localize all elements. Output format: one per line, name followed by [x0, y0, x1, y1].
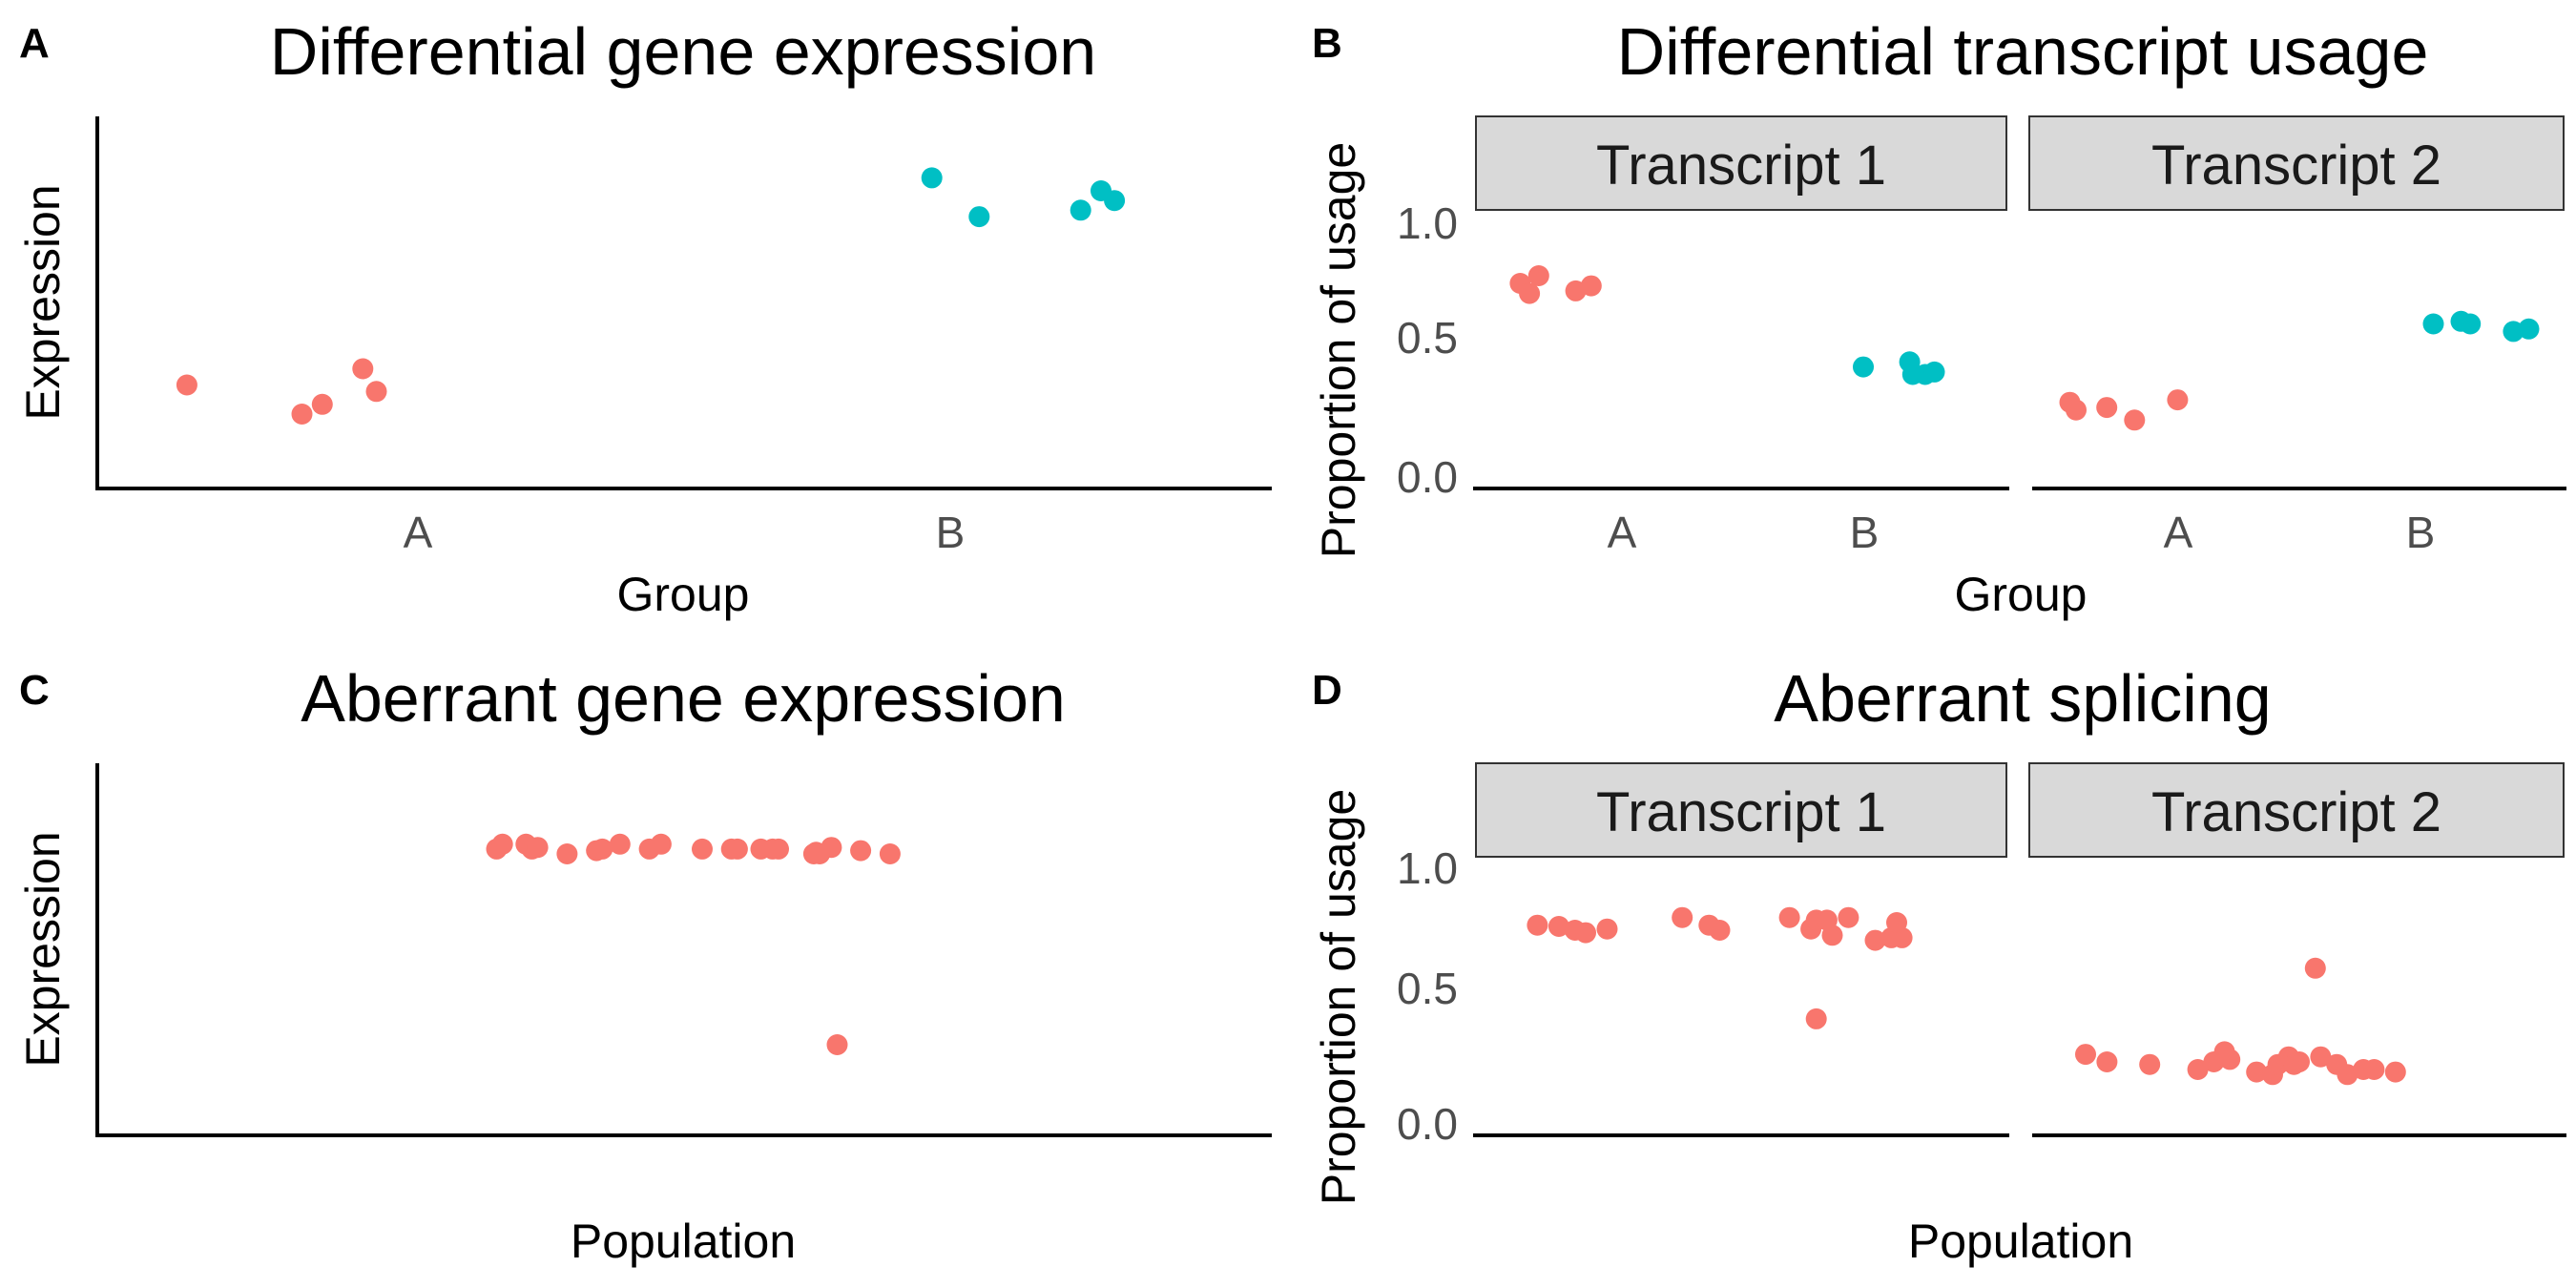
point-c-f0-s0-11: [692, 838, 713, 860]
axes-a: [95, 116, 1272, 490]
point-b-f1-s0-4: [2167, 389, 2189, 411]
point-b-f1-s1-2: [2460, 313, 2482, 335]
point-b-f1-s0-2: [2096, 397, 2118, 419]
point-d-f1-s0-12: [2283, 1053, 2305, 1075]
point-c-f0-s1-0: [826, 1034, 848, 1055]
point-d-f1-s0-15: [2337, 1064, 2358, 1086]
panel-letter-a: A: [19, 20, 50, 67]
point-d-f0-s0-12: [1821, 924, 1843, 946]
point-c-f0-s0-13: [726, 838, 748, 860]
xlabel-b: Group: [1955, 568, 2088, 621]
ytick-d-0: 0.0: [1397, 1099, 1458, 1149]
panel-letter-b: B: [1312, 20, 1342, 67]
ytick-d-05: 0.5: [1397, 964, 1458, 1013]
panel-letter-c: C: [19, 667, 50, 714]
point-b-f0-s0-2: [1527, 265, 1549, 286]
strip-d-transcript-2: [2028, 762, 2565, 858]
title-a: Differential gene expression: [270, 14, 1096, 89]
point-b-f0-s0-4: [1580, 275, 1602, 297]
point-d-f1-s0-2: [2139, 1053, 2161, 1075]
strip-label-b-1: Transcript 1: [1596, 135, 1886, 197]
strip-d-transcript-1: [1475, 762, 2007, 858]
point-d-f1-s0-17: [2363, 1059, 2385, 1080]
tick-label-b-facet1-cat-b: B: [1850, 508, 1880, 557]
point-d-f0-s0-7: [1709, 920, 1731, 941]
title-b: Differential transcript usage: [1617, 14, 2429, 89]
point-d-f0-s0-5: [1672, 906, 1693, 928]
tick-label-b-facet1-cat-a: A: [1608, 508, 1637, 557]
tick-label-a-cat-a: A: [404, 508, 433, 557]
point-d-f0-s0-17: [1886, 912, 1907, 933]
point-a-f0-s1-1: [968, 206, 990, 228]
xlabel-c: Population: [571, 1215, 796, 1268]
point-a-f0-s0-1: [291, 404, 313, 425]
tick-label-b-facet2-cat-b: B: [2406, 508, 2436, 557]
ylabel-c: Expression: [16, 831, 70, 1067]
strip-b-transcript-2: [2028, 115, 2565, 211]
point-d-f1-s0-0: [2075, 1044, 2096, 1066]
point-d-f1-s0-3: [2187, 1059, 2209, 1080]
panel-letter-d: D: [1312, 667, 1342, 714]
point-b-f1-s0-3: [2124, 409, 2146, 431]
point-c-f0-s0-4: [527, 837, 549, 859]
point-c-f0-s0-20: [821, 837, 842, 859]
point-b-f0-s1-0: [1853, 356, 1874, 378]
strip-label-b-2: Transcript 2: [2151, 135, 2441, 197]
point-a-f0-s1-0: [921, 167, 943, 189]
point-c-f0-s0-1: [491, 833, 513, 855]
point-d-f0-s0-1: [1548, 916, 1569, 937]
point-b-f1-s1-4: [2518, 318, 2540, 340]
point-c-f0-s0-21: [850, 840, 872, 862]
point-d-f0-s1-0: [1805, 1008, 1827, 1029]
ytick-d-1: 1.0: [1397, 843, 1458, 893]
point-c-f0-s0-10: [650, 833, 672, 855]
title-c: Aberrant gene expression: [301, 661, 1066, 736]
title-d: Aberrant splicing: [1774, 661, 2271, 736]
ylabel-b: Proportion of usage: [1312, 142, 1365, 558]
point-b-f1-s0-1: [2066, 399, 2087, 421]
ytick-b-05: 0.5: [1397, 313, 1458, 363]
point-d-f0-s0-3: [1575, 922, 1596, 944]
xlabel-a: Group: [617, 568, 750, 621]
point-c-f0-s0-5: [556, 843, 578, 864]
point-a-f0-s0-3: [352, 358, 374, 380]
point-d-f1-s1-0: [2304, 957, 2326, 979]
point-c-f0-s0-16: [768, 838, 789, 860]
point-a-f0-s1-2: [1070, 199, 1091, 221]
point-c-f0-s0-7: [592, 838, 613, 860]
point-c-f0-s0-8: [609, 833, 631, 855]
ylabel-d: Proportion of usage: [1312, 789, 1365, 1205]
tick-label-b-facet2-cat-a: A: [2164, 508, 2193, 557]
points-layer: [176, 167, 2540, 1086]
point-d-f0-s0-14: [1864, 929, 1886, 951]
point-c-f0-s0-22: [879, 843, 901, 864]
strip-label-d-1: Transcript 1: [1596, 781, 1886, 843]
point-d-f1-s0-6: [2219, 1049, 2241, 1070]
axes-c: [95, 763, 1272, 1137]
point-a-f0-s0-4: [365, 381, 387, 403]
strip-b-transcript-1: [1475, 115, 2007, 211]
point-d-f0-s0-0: [1527, 914, 1548, 936]
point-d-f1-s0-1: [2096, 1051, 2118, 1072]
point-d-f0-s0-13: [1838, 906, 1859, 928]
ytick-b-0: 0.0: [1397, 452, 1458, 502]
point-b-f1-s1-0: [2422, 313, 2444, 335]
point-d-f1-s0-13: [2310, 1046, 2332, 1068]
point-d-f1-s0-7: [2246, 1061, 2268, 1083]
point-b-f0-s0-1: [1519, 282, 1541, 304]
point-a-f0-s0-0: [176, 374, 197, 396]
point-d-f0-s0-8: [1778, 906, 1800, 928]
point-a-f0-s1-4: [1104, 190, 1126, 212]
xlabel-d: Population: [1908, 1215, 2133, 1268]
point-a-f0-s0-2: [311, 393, 333, 415]
ytick-b-1: 1.0: [1397, 198, 1458, 248]
tick-label-a-cat-b: B: [936, 508, 966, 557]
strip-label-d-2: Transcript 2: [2151, 781, 2441, 843]
point-b-f0-s1-4: [1923, 361, 1945, 383]
point-d-f1-s0-18: [2384, 1061, 2406, 1083]
point-d-f0-s0-4: [1596, 918, 1618, 940]
ylabel-a: Expression: [16, 184, 70, 420]
